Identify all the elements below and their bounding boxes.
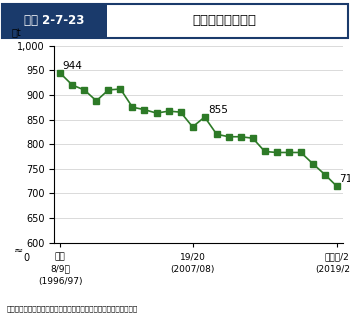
Text: 8/9年: 8/9年 bbox=[50, 265, 70, 274]
Text: 855: 855 bbox=[208, 105, 228, 115]
Bar bbox=[2, 4, 107, 37]
Text: 資料：農林水産省「米車の需給及び価格の安定に関する基本指針」: 資料：農林水産省「米車の需給及び価格の安定に関する基本指針」 bbox=[7, 305, 138, 312]
Text: (2019/20): (2019/20) bbox=[315, 265, 350, 274]
Text: 令和元/2: 令和元/2 bbox=[324, 252, 349, 261]
Text: ≈: ≈ bbox=[13, 245, 23, 255]
Text: 平成: 平成 bbox=[55, 252, 66, 261]
Text: 0: 0 bbox=[24, 253, 30, 263]
Text: 714: 714 bbox=[340, 175, 350, 185]
Text: (1996/97): (1996/97) bbox=[38, 277, 83, 286]
Text: 万t: 万t bbox=[12, 28, 22, 38]
Text: 19/20: 19/20 bbox=[180, 252, 205, 261]
Text: (2007/08): (2007/08) bbox=[170, 265, 215, 274]
Text: 944: 944 bbox=[62, 61, 82, 71]
Text: 図表 2-7-23: 図表 2-7-23 bbox=[24, 14, 84, 27]
Text: 主食用米の需要量: 主食用米の需要量 bbox=[192, 14, 256, 27]
